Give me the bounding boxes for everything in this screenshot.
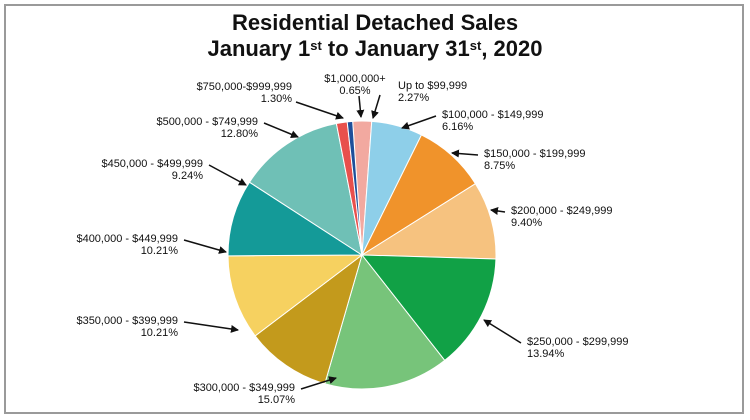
pie-slices bbox=[227, 120, 497, 390]
title-sup2: st bbox=[469, 38, 482, 53]
label-arrows bbox=[183, 94, 522, 390]
pie-slice bbox=[254, 253, 363, 385]
slice-label: Up to $99,999 2.27% bbox=[398, 80, 467, 104]
slice-label-percent: 0.65% bbox=[339, 85, 370, 97]
slice-label-range: $350,000 - $399,999 bbox=[76, 315, 178, 327]
label-arrow bbox=[183, 321, 239, 333]
slice-label-range: $200,000 - $249,999 bbox=[511, 205, 613, 217]
slice-label-range: $400,000 - $449,999 bbox=[76, 233, 178, 245]
label-arrow bbox=[356, 95, 365, 118]
slice-label-range: $150,000 - $199,999 bbox=[484, 148, 586, 160]
slice-label-percent: 13.94% bbox=[527, 348, 565, 360]
slice-label-percent: 2.27% bbox=[398, 92, 429, 104]
slice-label: $500,000 - $749,999 12.80% bbox=[156, 116, 258, 140]
slice-label: $750,000-$999,999 1.30% bbox=[197, 81, 293, 105]
slice-label-range: Up to $99,999 bbox=[398, 80, 467, 92]
pie-slice bbox=[227, 254, 364, 337]
title-sup1: st bbox=[310, 38, 322, 53]
label-arrow bbox=[263, 122, 299, 139]
slice-label: $350,000 - $399,999 10.21% bbox=[76, 315, 178, 339]
slice-label-percent: 15.07% bbox=[258, 394, 296, 406]
label-arrow bbox=[208, 164, 247, 186]
title-part1: January 1 bbox=[207, 36, 311, 61]
slice-label-range: $1,000,000+ bbox=[324, 73, 385, 85]
slice-label-range: $300,000 - $349,999 bbox=[193, 382, 295, 394]
chart-title-line2: January 1st to January 31st, 2020 bbox=[0, 36, 750, 62]
slice-label-percent: 12.80% bbox=[221, 128, 259, 140]
label-arrow bbox=[300, 376, 337, 390]
title-part2: to January 31 bbox=[321, 36, 470, 61]
slice-label-range: $500,000 - $749,999 bbox=[156, 116, 258, 128]
slice-label: $150,000 - $199,999 8.75% bbox=[484, 148, 586, 172]
label-arrow bbox=[183, 239, 227, 254]
slice-label: $400,000 - $449,999 10.21% bbox=[76, 233, 178, 257]
slice-label-percent: 8.75% bbox=[484, 160, 515, 172]
slice-label: $200,000 - $249,999 9.40% bbox=[511, 205, 613, 229]
pie-slice bbox=[324, 253, 446, 390]
slice-label-range: $750,000-$999,999 bbox=[197, 81, 292, 93]
pie-slice bbox=[360, 183, 497, 260]
label-arrow bbox=[483, 319, 522, 344]
label-arrow bbox=[371, 94, 381, 119]
slice-label: $450,000 - $499,999 9.24% bbox=[101, 158, 203, 182]
slice-label-range: $100,000 - $149,999 bbox=[442, 109, 544, 121]
slice-label-percent: 1.30% bbox=[261, 93, 292, 105]
label-arrow bbox=[401, 115, 437, 130]
slice-label: $100,000 - $149,999 6.16% bbox=[442, 109, 544, 133]
pie-slice bbox=[248, 122, 363, 257]
label-arrow bbox=[490, 207, 506, 215]
slice-label-percent: 6.16% bbox=[442, 121, 473, 133]
title-part3: , 2020 bbox=[481, 36, 543, 61]
slice-label-range: $450,000 - $499,999 bbox=[101, 158, 203, 170]
slice-label: $1,000,000+ 0.65% bbox=[324, 73, 385, 97]
pie-slice bbox=[346, 120, 363, 256]
slice-label-range: $250,000 - $299,999 bbox=[527, 336, 629, 348]
chart-title-line1: Residential Detached Sales bbox=[231, 10, 519, 35]
slice-label-percent: 10.21% bbox=[141, 327, 179, 339]
slice-label-percent: 9.24% bbox=[172, 170, 203, 182]
slice-label-percent: 10.21% bbox=[141, 245, 179, 257]
label-arrow bbox=[451, 149, 479, 158]
slice-labels: Up to $99,999 2.27% $100,000 - $149,999 6.1… bbox=[76, 73, 628, 406]
pie-slice bbox=[360, 254, 497, 362]
pie-slice bbox=[227, 181, 364, 257]
slice-label: $250,000 - $299,999 13.94% bbox=[527, 336, 629, 360]
slice-label: $300,000 - $349,999 15.07% bbox=[193, 382, 295, 406]
slice-label-percent: 9.40% bbox=[511, 217, 542, 229]
label-arrow bbox=[295, 101, 344, 120]
